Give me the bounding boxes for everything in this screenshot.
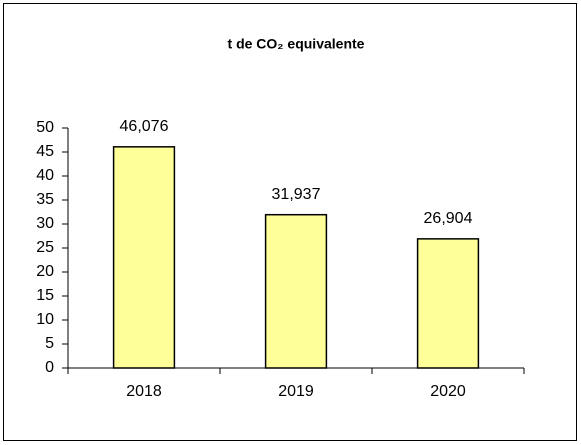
- y-tick-label: 45: [36, 143, 54, 160]
- y-tick-label: 20: [36, 263, 54, 280]
- y-tick-label: 35: [36, 191, 54, 208]
- y-tick-label: 30: [36, 215, 54, 232]
- bar: [416, 238, 480, 369]
- y-tick-label: 15: [36, 287, 54, 304]
- y-tick-label: 0: [45, 359, 54, 376]
- y-tick-label: 5: [45, 335, 54, 352]
- data-label: 31,937: [272, 186, 321, 203]
- x-tick-label: 2020: [430, 383, 466, 400]
- y-tick-label: 50: [36, 119, 54, 136]
- chart-title: t de CO₂ equivalente: [228, 36, 365, 52]
- y-tick-label: 25: [36, 239, 54, 256]
- y-tick-label: 40: [36, 167, 54, 184]
- bar: [112, 146, 176, 369]
- x-tick-label: 2019: [278, 383, 314, 400]
- data-label: 46,076: [120, 118, 169, 135]
- data-label: 26,904: [424, 210, 473, 227]
- bar: [264, 213, 328, 369]
- x-tick-label: 2018: [126, 383, 162, 400]
- y-tick-label: 10: [36, 311, 54, 328]
